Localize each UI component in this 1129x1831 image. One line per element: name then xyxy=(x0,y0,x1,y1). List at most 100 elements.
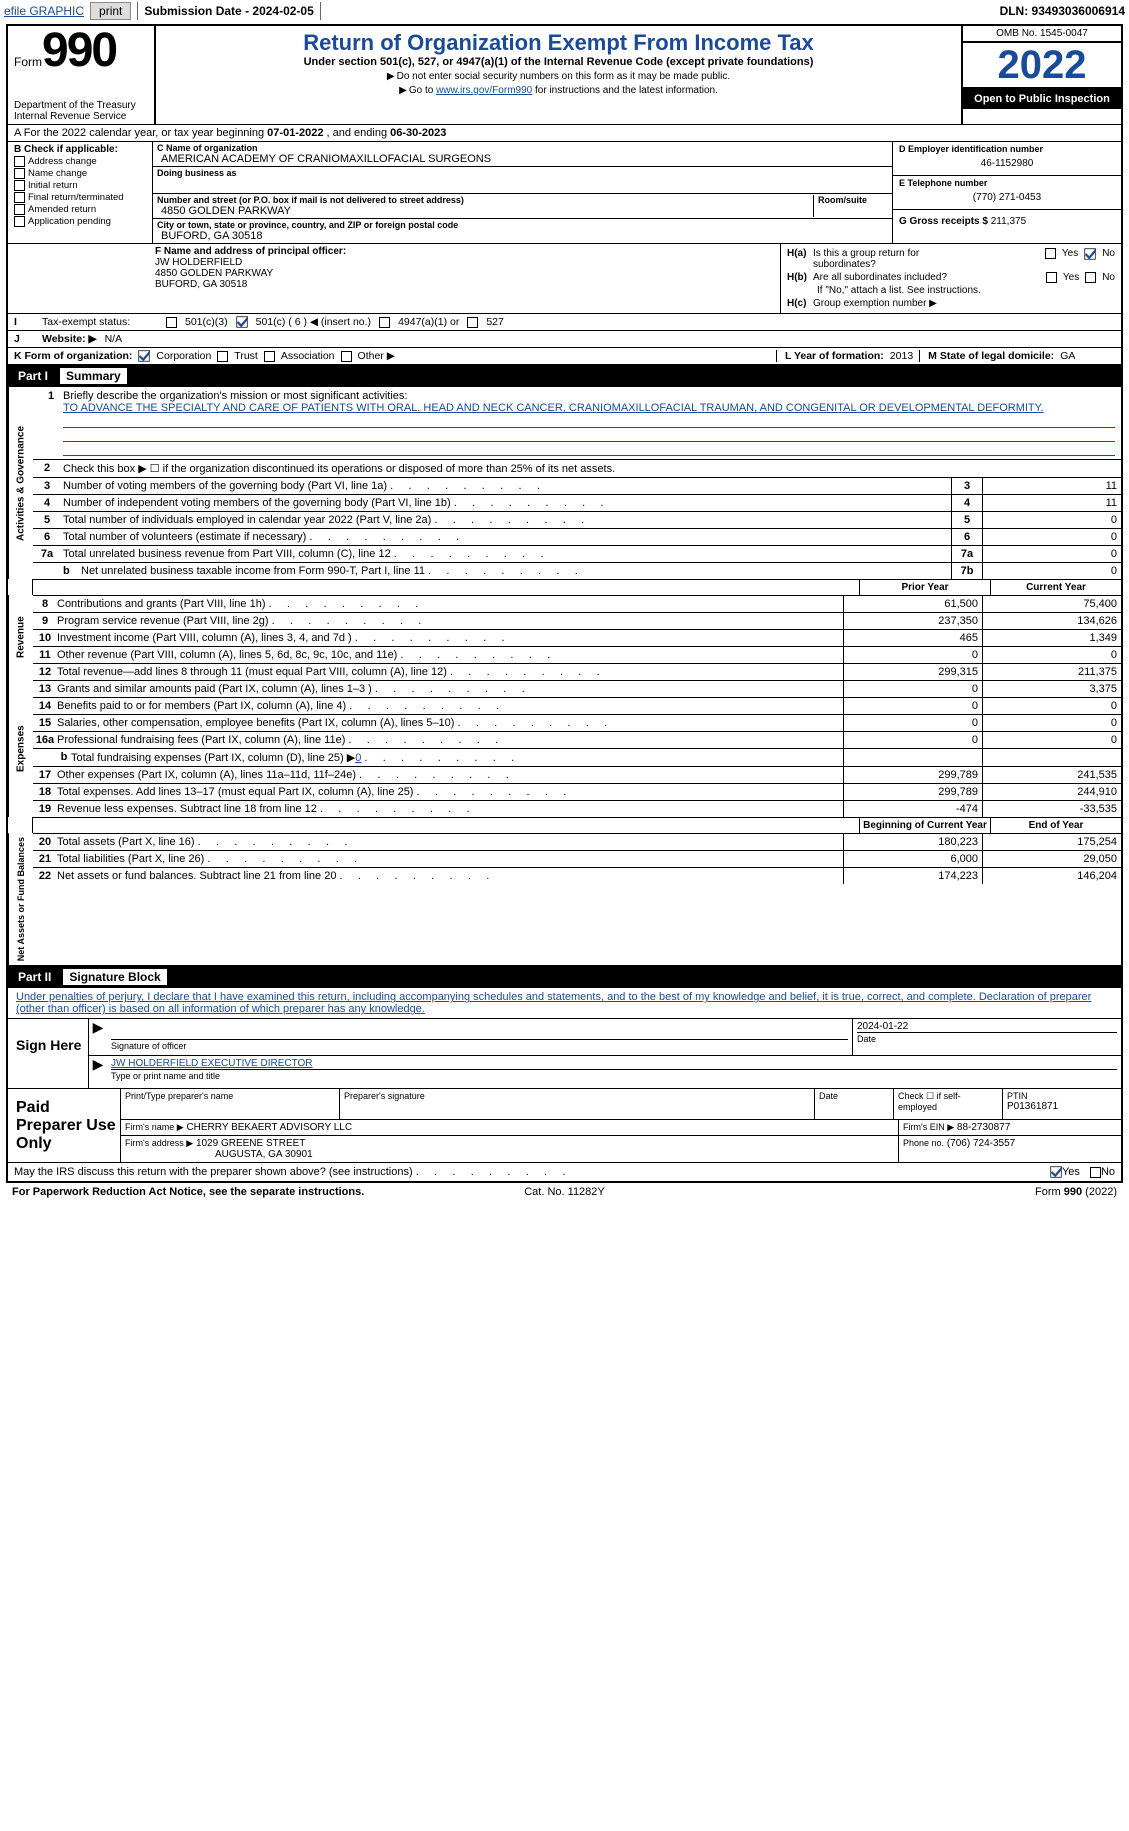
row-desc: Number of independent voting members of … xyxy=(61,495,951,511)
paid-preparer-label: Paid Preparer Use Only xyxy=(8,1089,121,1162)
no-label: No xyxy=(1102,272,1115,283)
form-subtitle: Under section 501(c), 527, or 4947(a)(1)… xyxy=(162,56,955,68)
checkbox-icon[interactable] xyxy=(14,204,25,215)
prior-year-cell: 0 xyxy=(843,732,982,748)
row-desc: Investment income (Part VIII, column (A)… xyxy=(57,630,843,646)
current-year-cell: 1,349 xyxy=(982,630,1121,646)
row-desc: Program service revenue (Part VIII, line… xyxy=(57,613,843,629)
row-subletter: b xyxy=(57,749,71,766)
prior-year-cell: 0 xyxy=(843,681,982,697)
col-b-item-label: Address change xyxy=(28,156,97,167)
sign-date: 2024-01-22 xyxy=(857,1021,1117,1032)
summary-fin-hdr: Prior Year Current Year xyxy=(8,579,1121,595)
omb-number: OMB No. 1545-0047 xyxy=(963,26,1121,43)
527-checkbox[interactable] xyxy=(467,317,478,328)
open-to-public: Open to Public Inspection xyxy=(963,89,1121,109)
finance-row: 16aProfessional fundraising fees (Part I… xyxy=(33,731,1121,748)
no-label: No xyxy=(1101,1166,1115,1178)
signature-caption: Signature of officer xyxy=(111,1039,848,1051)
ha-yes-checkbox[interactable] xyxy=(1045,248,1056,259)
row-value: 11 xyxy=(982,478,1121,494)
efile-link[interactable]: efile GRAPHIC xyxy=(4,4,84,18)
summary-revenue: Revenue 8Contributions and grants (Part … xyxy=(8,595,1121,680)
part1-title: Summary xyxy=(60,368,127,384)
hb-note: If "No," attach a list. See instructions… xyxy=(787,285,1115,296)
prior-year-cell: 0 xyxy=(843,715,982,731)
row-desc: Total expenses. Add lines 13–17 (must eq… xyxy=(57,784,843,800)
name-caption: Type or print name and title xyxy=(111,1069,1117,1081)
current-year-cell: 29,050 xyxy=(982,851,1121,867)
goto-link[interactable]: www.irs.gov/Form990 xyxy=(436,85,532,96)
firm-phone-label: Phone no. xyxy=(903,1138,944,1148)
governance-row: bNet unrelated business taxable income f… xyxy=(33,562,1121,579)
corporation-label: Corporation xyxy=(156,350,211,362)
checkbox-icon[interactable] xyxy=(14,168,25,179)
col-b-header: B Check if applicable: xyxy=(14,144,150,155)
col-b-item: Final return/terminated xyxy=(14,192,150,203)
trust-checkbox[interactable] xyxy=(217,351,228,362)
line-j: J Website: ▶ N/A xyxy=(8,330,1121,347)
prior-year-cell: 465 xyxy=(843,630,982,646)
row-subletter: b xyxy=(61,563,79,579)
col-c: C Name of organization AMERICAN ACADEMY … xyxy=(153,142,892,243)
print-button[interactable]: print xyxy=(90,2,131,20)
checkbox-icon[interactable] xyxy=(14,156,25,167)
inline-link[interactable]: 0 xyxy=(355,752,361,764)
signature-arrow-icon: ▶ xyxy=(89,1056,107,1088)
row-value: 0 xyxy=(982,512,1121,528)
netassets-vtab: Net Assets or Fund Balances xyxy=(8,833,33,965)
firm-ein-label: Firm's EIN ▶ xyxy=(903,1122,954,1132)
prior-year-cell: 299,315 xyxy=(843,664,982,680)
row-number: 10 xyxy=(33,630,57,646)
finance-row: 15Salaries, other compensation, employee… xyxy=(33,714,1121,731)
mission-blank-line xyxy=(63,428,1115,442)
address-label: Number and street (or P.O. box if mail i… xyxy=(157,195,809,205)
discuss-line: May the IRS discuss this return with the… xyxy=(8,1162,1121,1181)
sec-f: F Name and address of principal officer:… xyxy=(8,244,781,313)
tel-value: (770) 271-0453 xyxy=(899,188,1115,207)
preparer-sig-label: Preparer's signature xyxy=(344,1091,810,1101)
discuss-no-checkbox[interactable] xyxy=(1090,1167,1101,1178)
officer-addr1: 4850 GOLDEN PARKWAY xyxy=(155,268,774,279)
501c3-checkbox[interactable] xyxy=(166,317,177,328)
goto-post: for instructions and the latest informat… xyxy=(532,85,718,96)
state-domicile-value: GA xyxy=(1060,350,1075,362)
row-desc: Total number of volunteers (estimate if … xyxy=(61,529,951,545)
association-checkbox[interactable] xyxy=(264,351,275,362)
row-desc: Total revenue—add lines 8 through 11 (mu… xyxy=(57,664,843,680)
col-b-item-label: Application pending xyxy=(28,216,111,227)
prior-year-cell: -474 xyxy=(843,801,982,817)
address-value: 4850 GOLDEN PARKWAY xyxy=(157,205,809,217)
checkbox-icon[interactable] xyxy=(14,180,25,191)
firm-name-value: CHERRY BEKAERT ADVISORY LLC xyxy=(186,1122,352,1133)
toolbar-divider xyxy=(320,2,321,20)
checkbox-icon[interactable] xyxy=(14,216,25,227)
ptin-value: P01361871 xyxy=(1007,1101,1117,1112)
other-checkbox[interactable] xyxy=(341,351,352,362)
form-header: Form990 Department of the Treasury Inter… xyxy=(8,26,1121,124)
hb-yes-checkbox[interactable] xyxy=(1046,272,1057,283)
current-year-cell: 3,375 xyxy=(982,681,1121,697)
4947-label: 4947(a)(1) or xyxy=(398,316,459,328)
officer-addr2: BUFORD, GA 30518 xyxy=(155,279,774,290)
paid-preparer-block: Paid Preparer Use Only Print/Type prepar… xyxy=(8,1088,1121,1162)
hb-no-checkbox[interactable] xyxy=(1085,272,1096,283)
hb-label: Are all subordinates included? xyxy=(813,272,1046,283)
row-value: 0 xyxy=(982,529,1121,545)
row-desc: Revenue less expenses. Subtract line 18 … xyxy=(57,801,843,817)
current-year-cell: 146,204 xyxy=(982,868,1121,884)
association-label: Association xyxy=(281,350,335,362)
tel-label: E Telephone number xyxy=(899,178,1115,188)
checkbox-icon[interactable] xyxy=(14,192,25,203)
col-b-item-label: Name change xyxy=(28,168,87,179)
4947-checkbox[interactable] xyxy=(379,317,390,328)
row-value: 11 xyxy=(982,495,1121,511)
row-boxnum: 6 xyxy=(951,529,982,545)
prior-year-cell: 299,789 xyxy=(843,767,982,783)
col-b-item-label: Initial return xyxy=(28,180,78,191)
line-a-pre: A For the 2022 calendar year, or tax yea… xyxy=(14,127,267,139)
line-klm: K Form of organization: Corporation Trus… xyxy=(8,347,1121,364)
part2-header: Part II Signature Block xyxy=(8,965,1121,987)
row-desc: Total unrelated business revenue from Pa… xyxy=(61,546,951,562)
mission-label: Briefly describe the organization's miss… xyxy=(63,390,407,402)
